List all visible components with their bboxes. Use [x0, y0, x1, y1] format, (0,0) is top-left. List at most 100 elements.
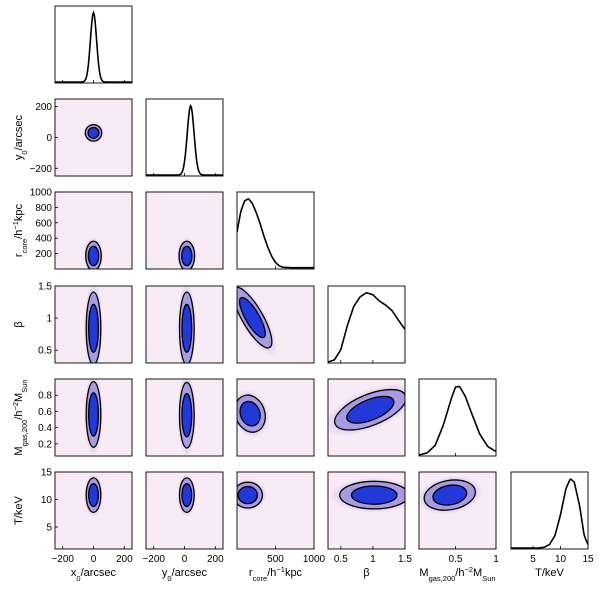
- marginal-curve-rcore: [237, 198, 314, 269]
- panel-rcore-vs-rcore: [236, 191, 315, 270]
- marginal-background: [55, 6, 132, 83]
- panel-rcore-vs-y0: [145, 191, 224, 270]
- panel-mgas-vs-mgas: [418, 378, 497, 457]
- y-tick-label: 1000: [30, 188, 53, 199]
- x-tick-label: 1.5: [398, 554, 412, 565]
- contour-68: [350, 485, 398, 505]
- panel-frame: [145, 191, 224, 270]
- contour-68: [237, 485, 259, 505]
- panel-frame: [54, 191, 133, 270]
- contour-68: [88, 483, 99, 508]
- x-tick-label: 500: [267, 554, 284, 565]
- marginal-background: [237, 192, 314, 269]
- x-tick-label: 1: [493, 554, 499, 565]
- x-tick-label: 5: [530, 554, 536, 565]
- y-axis-label-T: T/keV: [13, 495, 25, 524]
- x-axis-label-beta: β: [363, 567, 369, 579]
- panel-T-vs-x0: 5 10 15 T/keV −200 0 200 x0/arcsec: [13, 468, 133, 583]
- x-tick-label: 0: [91, 554, 97, 565]
- y-tick-label: 800: [35, 203, 52, 214]
- marginal-curve-y0: [146, 103, 223, 176]
- panel-frame: [145, 285, 224, 364]
- y-tick-label: 10: [41, 495, 53, 506]
- panel-frame: [54, 285, 133, 364]
- y-tick-label: 0.6: [38, 407, 52, 418]
- y-tick-label: 200: [35, 102, 52, 113]
- panel-T-vs-beta: 0.5 1 1.5 β: [327, 471, 412, 579]
- contour-68: [181, 483, 193, 508]
- y-tick-label: 1.5: [38, 282, 52, 293]
- x-axis-label-mgas: Mgas,200/h−2MSun: [419, 565, 495, 583]
- marginal-background: [511, 472, 588, 549]
- marginal-curve-x0: [55, 10, 132, 83]
- panel-frame: [510, 471, 589, 550]
- y-tick-label: 600: [35, 218, 52, 229]
- panel-T-vs-y0: −200 0 200 y0/arcsec: [142, 471, 224, 583]
- panel-frame: [145, 378, 224, 457]
- contour-68: [88, 392, 99, 437]
- panel-y0-vs-x0: −200 0 200 y0/arcsec: [13, 98, 133, 177]
- x-tick-label: 0.5: [449, 554, 463, 565]
- x-tick-label: 200: [207, 554, 224, 565]
- x-tick-label: 10: [555, 554, 567, 565]
- x-tick-label: 200: [116, 554, 133, 565]
- x-tick-label: 0: [182, 554, 188, 565]
- y-tick-label: 1: [46, 314, 52, 325]
- marginal-curve-T: [511, 478, 588, 549]
- panel-mgas-vs-rcore: [236, 378, 315, 457]
- contour-68: [88, 303, 99, 353]
- panel-y0-vs-y0: [145, 98, 224, 177]
- x-tick-label: 15: [582, 554, 594, 565]
- panel-beta-vs-beta: [327, 285, 406, 364]
- contour-68: [181, 392, 193, 438]
- y-axis-label-mgas: Mgas,200/h−2MSun: [11, 379, 29, 455]
- panel-frame: [236, 378, 315, 457]
- panel-mgas-vs-y0: [145, 378, 224, 457]
- x-axis-label-rcore: rcore/h−1kpc: [249, 565, 303, 583]
- y-tick-label: 400: [35, 234, 52, 245]
- contour-68: [238, 296, 266, 339]
- x-tick-label: −200: [51, 554, 74, 565]
- panel-x0-vs-x0: [54, 5, 133, 84]
- marginal-background: [419, 379, 496, 456]
- panel-frame: [327, 471, 406, 550]
- y-axis-label-rcore: rcore/h−1kpc: [11, 203, 29, 257]
- panel-T-vs-T: 5 10 15 T/keV: [510, 471, 594, 579]
- y-axis-label-beta: β: [13, 321, 25, 327]
- y-tick-label: 0.4: [38, 423, 52, 434]
- y-tick-label: 15: [41, 468, 53, 479]
- y-tick-label: 0.2: [38, 439, 52, 450]
- y-tick-label: −200: [29, 164, 52, 175]
- y-tick-label: 200: [35, 249, 52, 260]
- panel-frame: [327, 285, 406, 364]
- panel-frame: [327, 378, 406, 457]
- y-tick-label: 5: [46, 523, 52, 534]
- contour-68: [239, 400, 261, 427]
- y-axis-label-y0: y0/arcsec: [13, 114, 29, 160]
- marginal-curve-beta: [328, 291, 405, 363]
- contour-68: [87, 126, 100, 139]
- y-tick-label: 0.8: [38, 391, 52, 402]
- panel-frame: [54, 378, 133, 457]
- x-axis-label-y0: y0/arcsec: [162, 567, 208, 583]
- contour-68: [432, 484, 468, 506]
- panel-frame: [236, 285, 315, 364]
- marginal-curve-mgas: [419, 385, 496, 456]
- panel-frame: [418, 378, 497, 457]
- x-axis-label-x0: x0/arcsec: [71, 567, 117, 583]
- y-tick-label: 0.5: [38, 346, 52, 357]
- panel-beta-vs-y0: [145, 285, 224, 364]
- contour-68: [346, 395, 395, 424]
- x-tick-label: 0.5: [334, 554, 348, 565]
- x-tick-label: 1000: [303, 554, 326, 565]
- contour-68: [87, 245, 100, 267]
- contour-68: [181, 303, 193, 353]
- y-tick-label: 0: [46, 133, 52, 144]
- panel-mgas-vs-x0: 0.2 0.4 0.6 0.8 Mgas,200/h−2MSun: [11, 378, 133, 457]
- panel-beta-vs-x0: 0.5 1 1.5 β: [13, 282, 133, 364]
- panel-beta-vs-rcore: [236, 285, 315, 364]
